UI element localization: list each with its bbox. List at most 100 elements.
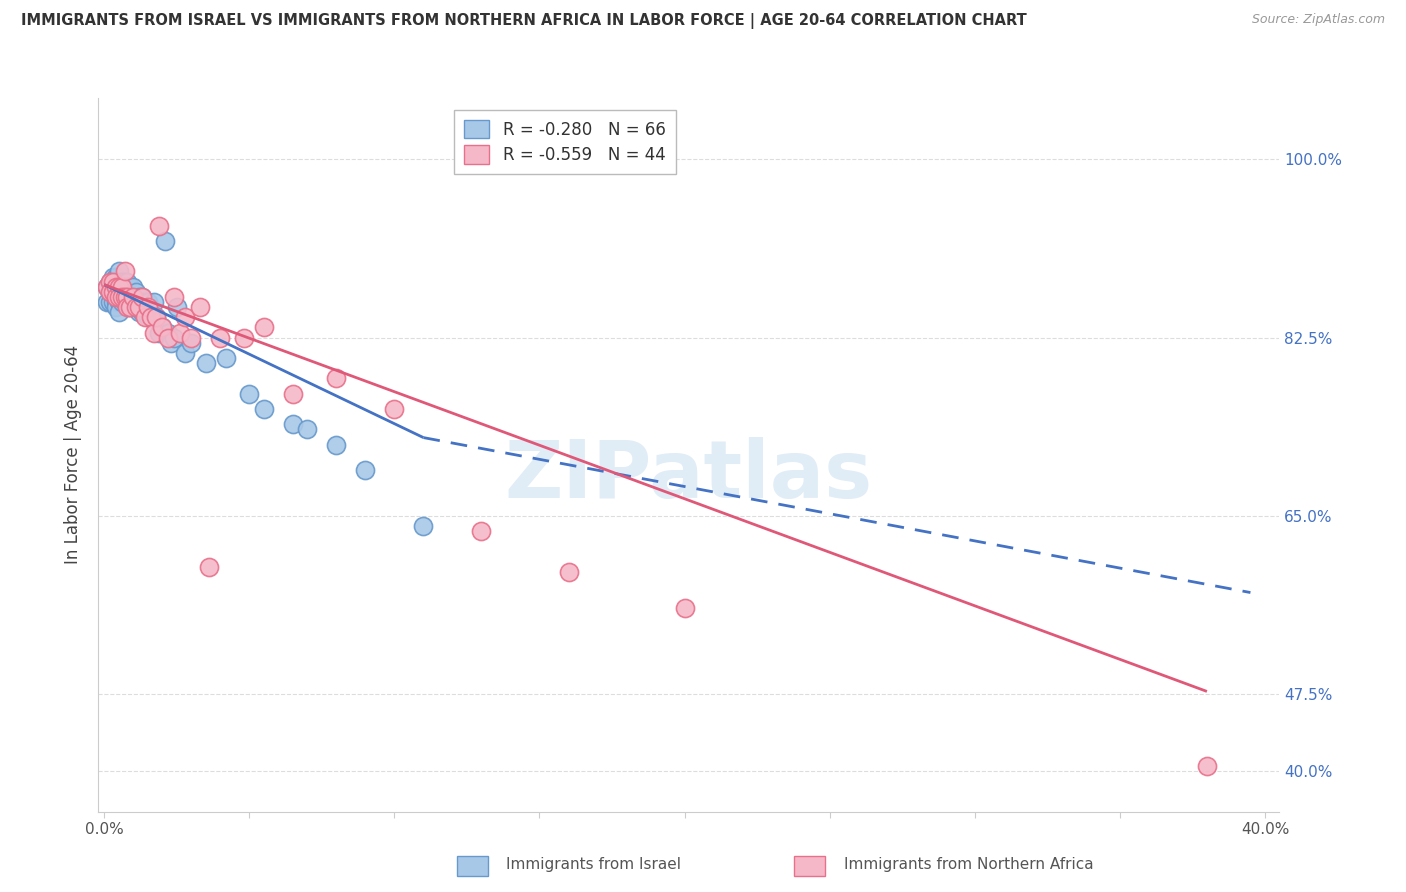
Point <box>354 463 377 477</box>
Point <box>104 295 127 310</box>
Point <box>107 279 129 293</box>
Point <box>412 519 434 533</box>
Point <box>117 290 139 304</box>
Point <box>169 326 191 340</box>
Point <box>101 285 124 299</box>
Point <box>145 310 167 325</box>
Point <box>557 565 579 579</box>
Point <box>125 300 148 314</box>
Point <box>117 279 139 293</box>
Point <box>101 295 124 310</box>
Point <box>111 290 134 304</box>
Point <box>166 300 188 314</box>
Point <box>180 335 202 350</box>
Point <box>117 290 139 304</box>
Point <box>107 295 129 310</box>
Point <box>111 285 134 299</box>
Point <box>148 219 170 233</box>
Point <box>122 300 145 314</box>
Text: ZIPatlas: ZIPatlas <box>505 437 873 516</box>
Point <box>114 295 136 310</box>
Point <box>104 285 127 299</box>
Point <box>120 300 142 314</box>
Point <box>188 300 211 314</box>
Point <box>139 305 162 319</box>
Point <box>174 346 197 360</box>
Point <box>470 524 492 539</box>
Point <box>122 290 145 304</box>
Point <box>139 310 162 325</box>
Point <box>101 285 124 299</box>
Point <box>101 275 124 289</box>
Legend: R = -0.280   N = 66, R = -0.559   N = 44: R = -0.280 N = 66, R = -0.559 N = 44 <box>454 110 675 174</box>
Point <box>125 285 148 299</box>
Point <box>107 290 129 304</box>
Point <box>117 275 139 289</box>
Point <box>98 285 121 299</box>
Point <box>253 402 276 417</box>
Point <box>215 351 238 365</box>
Point <box>114 290 136 304</box>
Point <box>104 269 127 284</box>
Point <box>163 331 186 345</box>
Point <box>120 279 142 293</box>
Point <box>136 300 159 314</box>
Point <box>114 275 136 289</box>
Point <box>325 438 347 452</box>
Text: Immigrants from Israel: Immigrants from Israel <box>506 857 681 872</box>
Point <box>281 417 304 432</box>
Point <box>107 285 129 299</box>
Point <box>131 305 153 319</box>
Point <box>160 335 183 350</box>
Point <box>238 386 260 401</box>
Point <box>150 320 173 334</box>
Point <box>194 356 217 370</box>
Point <box>148 326 170 340</box>
Text: Immigrants from Northern Africa: Immigrants from Northern Africa <box>844 857 1094 872</box>
Point <box>107 305 129 319</box>
Point <box>111 275 134 289</box>
Point <box>253 320 276 334</box>
Point <box>163 290 186 304</box>
Point <box>325 371 347 385</box>
Point <box>128 305 150 319</box>
Point <box>128 300 150 314</box>
Point <box>673 600 696 615</box>
Point <box>131 290 153 304</box>
Point <box>96 279 118 293</box>
Point <box>142 326 165 340</box>
Point <box>117 300 139 314</box>
Point <box>98 285 121 299</box>
Point <box>281 386 304 401</box>
Point <box>111 279 134 293</box>
Point <box>134 310 156 325</box>
Point <box>142 295 165 310</box>
Point <box>134 295 156 310</box>
Point <box>153 234 176 248</box>
Point <box>297 422 319 436</box>
Point <box>111 295 134 310</box>
Point <box>1195 759 1218 773</box>
Point <box>125 300 148 314</box>
Point <box>107 275 129 289</box>
Point <box>120 290 142 304</box>
Point <box>128 290 150 304</box>
Point <box>96 295 118 310</box>
Point <box>107 279 129 293</box>
Point <box>122 279 145 293</box>
Text: Source: ZipAtlas.com: Source: ZipAtlas.com <box>1251 13 1385 27</box>
Point <box>114 279 136 293</box>
Point <box>197 560 219 574</box>
Y-axis label: In Labor Force | Age 20-64: In Labor Force | Age 20-64 <box>65 345 83 565</box>
Point <box>98 295 121 310</box>
Point <box>104 290 127 304</box>
Point <box>136 295 159 310</box>
Point <box>98 275 121 289</box>
Point <box>157 326 180 340</box>
Point <box>180 331 202 345</box>
Point <box>150 320 173 334</box>
Point <box>114 264 136 278</box>
Point <box>107 264 129 278</box>
Point <box>111 279 134 293</box>
Point <box>209 331 232 345</box>
